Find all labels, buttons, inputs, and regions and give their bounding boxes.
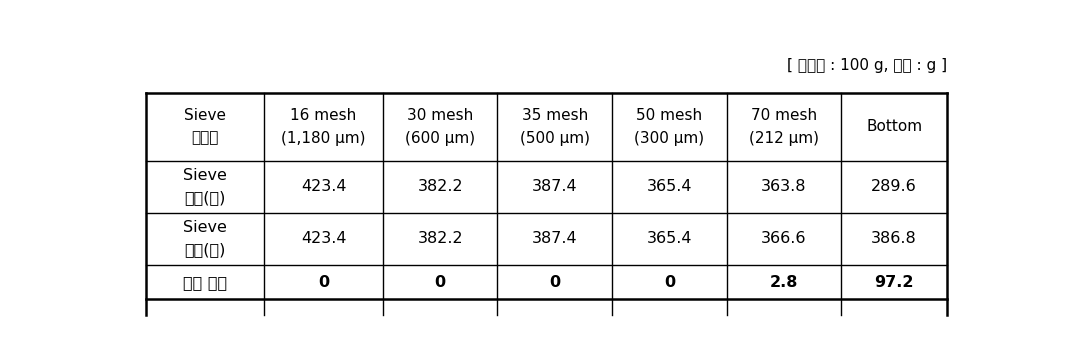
Text: Sieve
무게(전): Sieve 무게(전) xyxy=(183,168,227,206)
Text: [ 샘플양 : 100 g, 단위 : g ]: [ 샘플양 : 100 g, 단위 : g ] xyxy=(787,58,947,73)
Text: 363.8: 363.8 xyxy=(761,179,807,194)
Text: 제품 무게: 제품 무게 xyxy=(183,275,227,290)
Text: 387.4: 387.4 xyxy=(532,231,578,246)
Text: 423.4: 423.4 xyxy=(301,179,346,194)
Text: 35 mesh
(500 μm): 35 mesh (500 μm) xyxy=(520,108,589,145)
Text: 382.2: 382.2 xyxy=(417,231,463,246)
Text: 386.8: 386.8 xyxy=(871,231,917,246)
Text: 387.4: 387.4 xyxy=(532,179,578,194)
Text: 0: 0 xyxy=(435,275,446,290)
Text: 0: 0 xyxy=(318,275,329,290)
Text: 70 mesh
(212 μm): 70 mesh (212 μm) xyxy=(749,108,819,145)
Text: 50 mesh
(300 μm): 50 mesh (300 μm) xyxy=(634,108,705,145)
Text: Bottom: Bottom xyxy=(866,120,922,134)
Text: 30 mesh
(600 μm): 30 mesh (600 μm) xyxy=(405,108,475,145)
Text: 423.4: 423.4 xyxy=(301,231,346,246)
Text: 0: 0 xyxy=(664,275,675,290)
Text: Sieve
사이즈: Sieve 사이즈 xyxy=(184,108,226,145)
Text: 0: 0 xyxy=(549,275,561,290)
Text: Sieve
무게(후): Sieve 무게(후) xyxy=(183,220,227,257)
Text: 382.2: 382.2 xyxy=(417,179,463,194)
Text: 365.4: 365.4 xyxy=(647,231,692,246)
Text: 97.2: 97.2 xyxy=(874,275,914,290)
Text: 2.8: 2.8 xyxy=(770,275,798,290)
Text: 366.6: 366.6 xyxy=(761,231,807,246)
Text: 16 mesh
(1,180 μm): 16 mesh (1,180 μm) xyxy=(281,108,366,145)
Text: 289.6: 289.6 xyxy=(871,179,917,194)
Text: 365.4: 365.4 xyxy=(647,179,692,194)
